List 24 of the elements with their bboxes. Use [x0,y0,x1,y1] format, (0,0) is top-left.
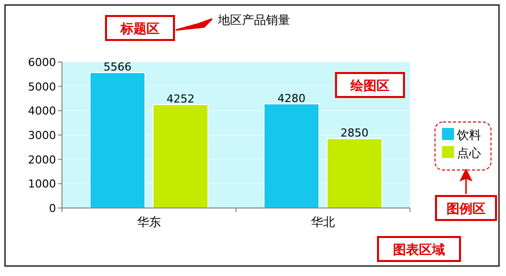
x-tick-label: 华北 [311,215,335,229]
chart-title: 地区产品销量 [217,13,290,27]
bar [152,104,208,208]
bar [264,103,320,208]
y-tick-label: 6000 [28,56,56,69]
data-label: 4280 [278,92,306,105]
annotation: 绘图区 [350,79,390,94]
y-tick-label: 5000 [28,80,56,94]
y-tick-label: 2000 [28,153,56,166]
x-tick-label: 华东 [137,215,161,229]
y-tick-label: 1000 [28,178,56,191]
data-label: 2850 [340,126,368,140]
text: 图例区 [446,202,486,217]
legend-label: 饮料 [456,128,481,142]
bar [326,138,382,208]
text: 标题区 [120,22,160,37]
data-label: 4252 [166,92,194,106]
y-tick-label: 4000 [28,104,56,118]
y-tick-label: 0 [49,202,56,215]
y-tick-label: 3000 [28,129,56,142]
data-label: 5566 [104,60,132,74]
legend-label: 点心 [457,146,481,160]
bar [90,72,146,208]
text: 图表区域 [393,243,445,258]
